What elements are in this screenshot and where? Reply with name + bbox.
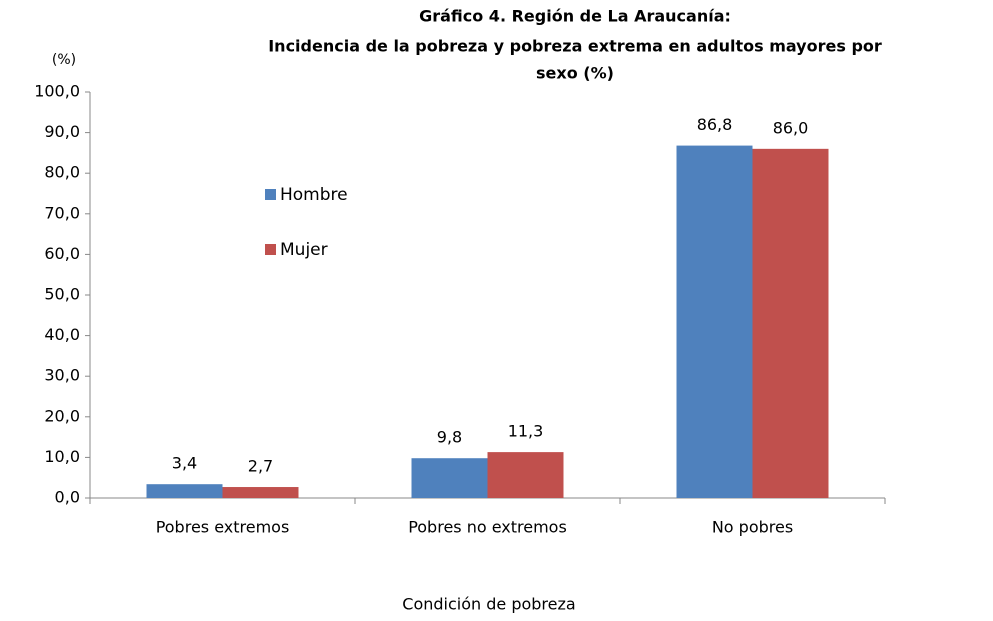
bar: [222, 487, 299, 498]
y-tick-label: 90,0: [44, 122, 80, 141]
value-label: 11,3: [508, 422, 544, 441]
y-tick-label: 40,0: [44, 325, 80, 344]
x-tick-label: No pobres: [712, 518, 793, 537]
value-label: 86,8: [697, 115, 733, 134]
y-tick-label: 60,0: [44, 244, 80, 263]
y-tick-label: 70,0: [44, 203, 80, 222]
x-tick-label: Pobres extremos: [156, 518, 290, 537]
y-axis-label: (%): [52, 52, 76, 68]
bar: [676, 145, 753, 499]
value-label: 2,7: [248, 457, 273, 476]
legend-label: Mujer: [280, 240, 328, 260]
value-label: 86,0: [773, 118, 809, 137]
y-tick-label: 80,0: [44, 163, 80, 182]
y-tick-label: 10,0: [44, 447, 80, 466]
legend-swatch: [265, 244, 276, 255]
chart-title: sexo (%): [536, 64, 614, 83]
y-tick-label: 100,0: [34, 82, 80, 101]
legend-label: Hombre: [280, 185, 348, 205]
legend-swatch: [265, 189, 276, 200]
x-axis-label: Condición de pobreza: [402, 595, 575, 614]
y-tick-label: 0,0: [55, 488, 80, 507]
bar: [146, 484, 223, 498]
bar: [411, 458, 488, 498]
value-label: 3,4: [172, 454, 197, 473]
bar: [487, 452, 564, 498]
y-tick-label: 30,0: [44, 366, 80, 385]
x-tick-label: Pobres no extremos: [408, 518, 567, 537]
y-tick-label: 20,0: [44, 406, 80, 425]
bar: [752, 148, 829, 498]
value-label: 9,8: [437, 428, 462, 447]
chart-title: Incidencia de la pobreza y pobreza extre…: [268, 37, 882, 56]
y-tick-label: 50,0: [44, 285, 80, 304]
chart-title: Gráfico 4. Región de La Araucanía:: [419, 7, 731, 26]
